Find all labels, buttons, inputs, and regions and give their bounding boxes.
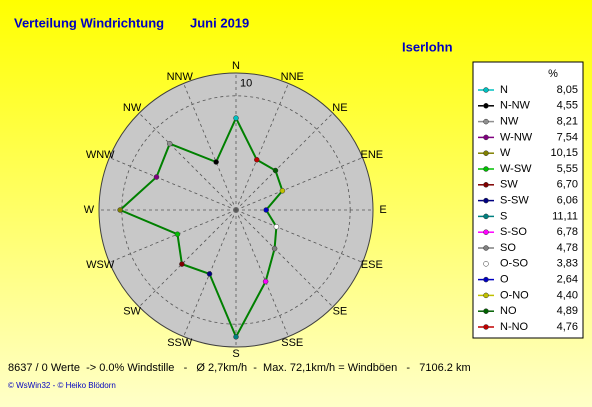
wind-point: [273, 223, 280, 230]
wind-point: [233, 334, 239, 340]
wind-point: [174, 231, 181, 237]
legend-marker: [483, 229, 489, 235]
footer-credits: © WsWin32 - © Heiko Blödorn: [8, 381, 116, 390]
legend-marker: [483, 103, 489, 109]
wind-point: [117, 207, 123, 213]
direction-label: S: [232, 348, 239, 360]
direction-label: E: [379, 204, 386, 216]
wind-point: [263, 207, 269, 213]
legend-name: NW: [500, 116, 519, 128]
direction-label: W: [84, 204, 95, 216]
direction-label: ESE: [361, 259, 383, 271]
legend-marker: [483, 150, 489, 156]
spoke: [138, 209, 237, 308]
legend-marker: [483, 166, 489, 172]
direction-label: NNW: [167, 71, 194, 83]
wind-point: [254, 157, 260, 163]
legend-name: SO: [500, 242, 516, 254]
legend-marker: [483, 197, 489, 204]
wind-point: [166, 140, 173, 147]
legend-name: O-NO: [500, 289, 529, 301]
direction-label: SE: [333, 306, 348, 318]
legend-name: S: [500, 210, 507, 222]
legend-value: 4,76: [557, 321, 578, 333]
legend-marker: [483, 245, 489, 251]
direction-label: SSE: [281, 337, 303, 349]
legend-marker: [483, 118, 489, 125]
wind-point: [262, 278, 269, 285]
direction-label: NE: [332, 102, 347, 114]
legend-value: 8,21: [557, 116, 578, 128]
spoke: [235, 209, 334, 308]
legend-marker: [483, 134, 489, 141]
location: Iserlohn: [402, 39, 453, 54]
wind-point: [213, 159, 219, 165]
grid-ring: [121, 95, 351, 325]
legend-value: 4,89: [557, 305, 578, 317]
legend-value: 8,05: [557, 84, 578, 96]
legend-marker: [483, 324, 489, 330]
r-tick-label: 10: [240, 78, 252, 90]
legend-value: 6,06: [557, 195, 578, 207]
wind-point: [233, 115, 239, 121]
direction-label: WNW: [86, 149, 115, 161]
direction-label: NW: [123, 102, 142, 114]
legend-name: S-SO: [500, 226, 527, 238]
direction-label: SSW: [167, 337, 193, 349]
direction-label: N: [232, 60, 240, 72]
legend-marker: [483, 292, 489, 299]
legend-value: 4,78: [557, 242, 578, 254]
wind-point: [179, 261, 185, 267]
legend-name: W-NW: [500, 131, 533, 143]
legend-name: N: [500, 84, 508, 96]
title: Verteilung Windrichtung: [14, 15, 164, 30]
legend-value: 10,15: [550, 147, 578, 159]
legend-name: NO: [500, 305, 517, 317]
legend-value: 5,55: [557, 163, 578, 175]
wind-point: [272, 167, 279, 174]
footer-stats: 8637 / 0 Werte -> 0.0% Windstille - Ø 2,…: [8, 362, 471, 374]
legend-marker: [483, 87, 489, 93]
wind-point: [279, 188, 286, 194]
spoke: [235, 157, 363, 211]
legend-name: N-NO: [500, 321, 529, 333]
direction-label: NNE: [281, 71, 304, 83]
legend-marker: [483, 182, 489, 188]
direction-label: WSW: [86, 259, 115, 271]
legend-name: S-SW: [500, 195, 529, 207]
legend-name: O-SO: [500, 258, 529, 270]
legend-value: 11,11: [552, 210, 578, 222]
spoke: [235, 112, 334, 211]
direction-label: ENE: [360, 149, 383, 161]
spoke: [138, 112, 237, 211]
wind-point: [271, 245, 278, 252]
legend-value: 4,55: [557, 100, 578, 112]
legend-value: 7,54: [557, 131, 578, 143]
legend-name: O: [500, 274, 509, 286]
legend-name: N-NW: [500, 100, 531, 112]
legend-value: 2,64: [557, 274, 578, 286]
legend-name: SW: [500, 179, 518, 191]
period: Juni 2019: [190, 15, 249, 30]
legend-value: 6,70: [557, 179, 578, 191]
legend-marker: [483, 276, 489, 283]
legend-value: 4,40: [557, 289, 578, 301]
wind-point: [206, 271, 213, 277]
legend-value: 3,83: [557, 258, 578, 270]
wind-point: [153, 174, 160, 180]
legend-name: W: [500, 147, 511, 159]
legend-marker: [483, 308, 489, 314]
legend-marker: [483, 261, 489, 267]
legend-value: 6,78: [557, 226, 578, 238]
direction-label: SW: [123, 306, 141, 318]
legend-name: W-SW: [500, 163, 532, 175]
legend-header: %: [548, 68, 558, 80]
legend-marker: [483, 213, 489, 220]
